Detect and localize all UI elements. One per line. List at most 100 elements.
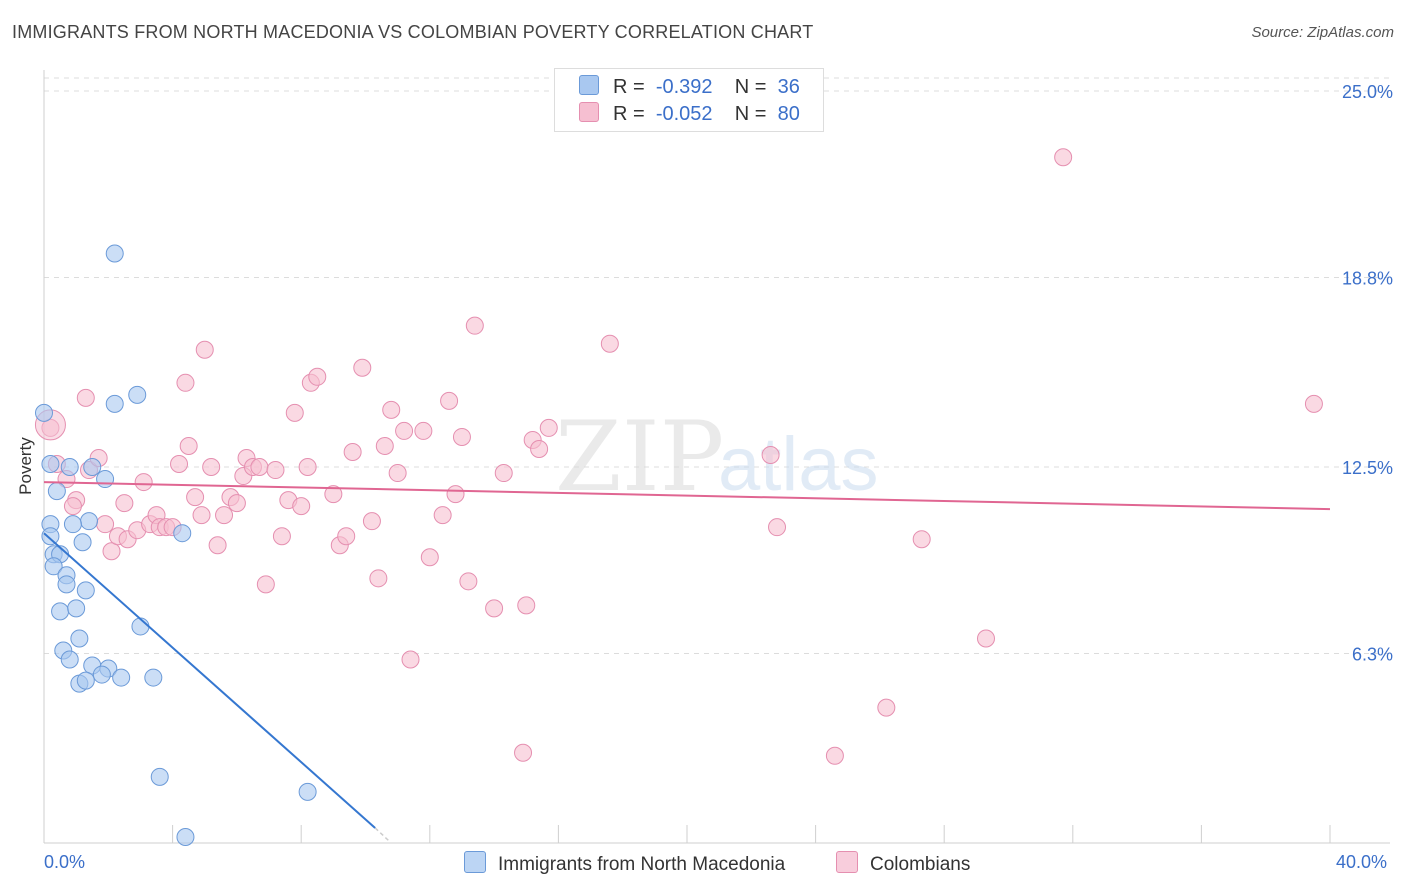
- north-macedonia-point: [173, 524, 192, 543]
- x-tick-label-min: 0.0%: [44, 852, 86, 872]
- colombians-point: [912, 530, 931, 549]
- colombians-point: [170, 455, 189, 474]
- north-macedonia-point: [105, 394, 124, 413]
- north-macedonia-trend-extension: [374, 827, 391, 843]
- colombians-point: [195, 340, 214, 359]
- colombians-point: [494, 464, 513, 483]
- north-macedonia-point: [60, 458, 79, 477]
- north-macedonia-point: [35, 403, 53, 422]
- colombians-point: [102, 542, 121, 561]
- colombians-point: [877, 698, 896, 717]
- legend-label: Colombians: [870, 854, 971, 875]
- y-tick-label: 25.0%: [1342, 82, 1393, 102]
- colombians-point: [186, 488, 205, 507]
- colombians-point: [761, 445, 780, 464]
- colombians-point: [440, 391, 459, 410]
- pink-swatch: [579, 102, 599, 122]
- colombians-point: [324, 485, 343, 504]
- colombians-point: [825, 746, 844, 765]
- colombians-point: [179, 436, 198, 455]
- north-macedonia-point: [176, 827, 195, 846]
- north-macedonia-point: [44, 557, 63, 576]
- colombians-point: [272, 527, 291, 546]
- colombians-points: [34, 148, 1323, 765]
- colombians-point: [530, 439, 549, 458]
- n-value: 80: [777, 103, 800, 125]
- north-macedonia-point: [70, 629, 89, 648]
- n-label: N =: [734, 103, 767, 125]
- north-macedonia-point: [112, 668, 131, 687]
- legend-row-colombians: R = -0.052 N = 80: [579, 102, 800, 126]
- colombians-point: [401, 650, 420, 669]
- colombians-point: [256, 575, 275, 594]
- colombians-point: [308, 367, 327, 386]
- north-macedonia-point: [298, 782, 317, 801]
- n-value: 36: [777, 76, 800, 98]
- legend-label: Immigrants from North Macedonia: [498, 854, 786, 875]
- colombians-point: [976, 629, 995, 648]
- colombians-point: [459, 572, 478, 591]
- legend-row-north-macedonia: R = -0.392 N = 36: [579, 75, 800, 99]
- north-macedonia-point: [96, 470, 115, 489]
- colombians-point: [134, 473, 153, 492]
- colombians-trend-line: [43, 481, 1331, 511]
- r-label: R =: [613, 76, 645, 98]
- north-macedonia-point: [83, 458, 102, 477]
- colombians-point: [63, 497, 82, 516]
- colombians-point: [208, 536, 227, 555]
- trend-lines: [43, 481, 1331, 843]
- colombians-point: [292, 497, 311, 516]
- north-macedonia-point: [51, 602, 70, 621]
- north-macedonia-point: [60, 650, 79, 669]
- north-macedonia-point: [92, 665, 111, 684]
- north-macedonia-point: [57, 575, 76, 594]
- colombians-point: [382, 400, 401, 419]
- north-macedonia-point: [144, 668, 163, 687]
- gridlines: [44, 77, 1390, 655]
- colombians-point: [285, 403, 304, 422]
- colombians-point: [433, 506, 452, 525]
- north-macedonia-point: [76, 671, 95, 690]
- north-macedonia-point: [105, 244, 124, 263]
- north-macedonia-point: [73, 533, 92, 552]
- colombians-point: [539, 418, 558, 437]
- y-axis-label: Poverty: [16, 437, 35, 495]
- north-macedonia-point: [63, 515, 82, 534]
- colombians-point: [298, 458, 317, 477]
- colombians-point: [362, 512, 381, 531]
- north-macedonia-point: [47, 482, 66, 501]
- blue-swatch: [579, 75, 599, 95]
- colombians-point: [388, 464, 407, 483]
- y-tick-labels: 6.3% 12.5% 18.8% 25.0%: [1342, 82, 1393, 664]
- colombians-point: [1304, 394, 1323, 413]
- north-macedonia-trend-line: [43, 532, 376, 829]
- colombians-point: [465, 316, 484, 335]
- colombians-point: [375, 436, 394, 455]
- watermark-atlas: atlas: [718, 422, 879, 507]
- colombians-point: [514, 743, 533, 762]
- chart-title: IMMIGRANTS FROM NORTH MACEDONIA VS COLOM…: [12, 22, 814, 42]
- colombians-point: [266, 461, 285, 480]
- x-tick-label-max: 40.0%: [1336, 852, 1388, 872]
- y-tick-label: 18.8%: [1342, 269, 1393, 289]
- north-macedonia-point: [76, 581, 95, 600]
- y-tick-label: 12.5%: [1342, 458, 1393, 478]
- colombians-point: [768, 518, 787, 537]
- north-macedonia-point: [41, 527, 60, 546]
- colombians-point: [485, 599, 504, 618]
- colombians-point: [369, 569, 388, 588]
- legend-item-north-macedonia: Immigrants from North Macedonia: [464, 851, 785, 876]
- north-macedonia-point: [41, 455, 60, 474]
- pink-swatch: [836, 851, 858, 873]
- north-macedonia-point: [80, 512, 99, 531]
- series-legend: Immigrants from North Macedonia Colombia…: [0, 851, 1406, 877]
- colombians-point: [395, 421, 414, 440]
- colombians-point: [343, 442, 362, 461]
- colombians-point: [96, 515, 115, 534]
- north-macedonia-point: [150, 767, 169, 786]
- colombians-point: [353, 358, 372, 377]
- colombians-point: [1054, 148, 1073, 167]
- colombians-point: [76, 388, 95, 407]
- n-label: N =: [734, 76, 767, 98]
- colombians-point: [337, 527, 356, 546]
